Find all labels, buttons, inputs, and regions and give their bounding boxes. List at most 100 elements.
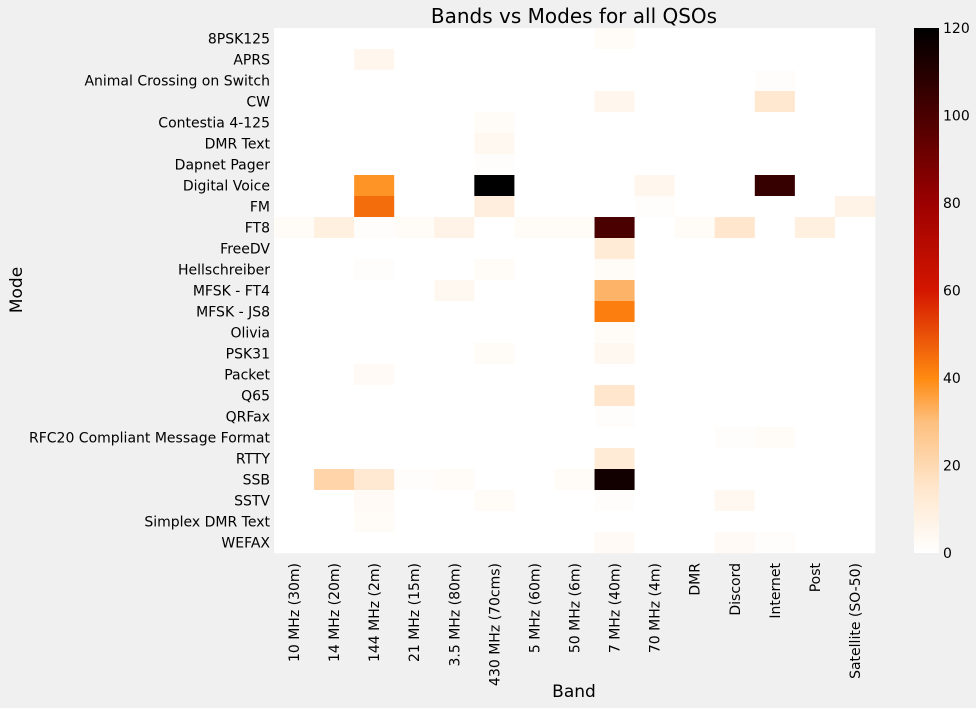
heatmap-cell — [754, 490, 796, 512]
heatmap-cell — [834, 91, 876, 113]
mode-tick-label: RTTY — [236, 452, 271, 468]
heatmap-cell — [314, 490, 355, 512]
heatmap-cell — [554, 490, 595, 512]
mode-tick-label: WEFAX — [221, 536, 270, 552]
heatmap-cell — [794, 217, 836, 239]
heatmap-cell — [794, 91, 836, 113]
heatmap-cell — [434, 49, 475, 71]
heatmap-cell — [354, 175, 395, 197]
heatmap-cell — [594, 427, 635, 449]
heatmap-cell — [354, 490, 395, 512]
heatmap-cell — [514, 70, 555, 92]
band-tick-label: Internet — [768, 562, 784, 618]
heatmap-cell — [594, 196, 635, 218]
heatmap-cell — [554, 385, 595, 407]
heatmap-cell — [274, 28, 315, 50]
heatmap-cell — [394, 175, 435, 197]
heatmap-cell — [474, 511, 515, 533]
heatmap-cell — [474, 469, 515, 491]
heatmap-cell — [834, 49, 876, 71]
heatmap-cell — [714, 448, 756, 470]
heatmap-cell — [794, 259, 836, 281]
heatmap-cell — [674, 490, 716, 512]
heatmap-cell — [714, 133, 756, 155]
heatmap-cell — [714, 511, 756, 533]
heatmap-cell — [594, 112, 635, 134]
heatmap-cell — [754, 448, 796, 470]
heatmap-cell — [594, 301, 635, 323]
mode-tick-label: MFSK - FT4 — [193, 284, 270, 300]
heatmap-cell — [274, 217, 315, 239]
heatmap-cell — [474, 364, 515, 386]
heatmap-cell — [434, 364, 475, 386]
heatmap-cell — [674, 196, 716, 218]
heatmap-cell — [754, 133, 796, 155]
heatmap-cell — [754, 70, 796, 92]
mode-tick-label: Animal Crossing on Switch — [84, 74, 270, 90]
heatmap-cell — [314, 385, 355, 407]
heatmap-cell — [314, 91, 355, 113]
heatmap-cell — [434, 280, 475, 302]
heatmap-cell — [274, 259, 315, 281]
heatmap-cell — [834, 28, 876, 50]
mode-tick-label: FreeDV — [220, 242, 270, 258]
heatmap-cell — [554, 196, 595, 218]
heatmap-cell — [674, 406, 716, 428]
heatmap-cell — [514, 469, 555, 491]
heatmap-cell — [354, 364, 395, 386]
heatmap-cell — [674, 217, 716, 239]
heatmap-cell — [514, 28, 555, 50]
heatmap-cell — [714, 364, 756, 386]
heatmap-cell — [714, 427, 756, 449]
heatmap-cell — [354, 448, 395, 470]
heatmap-cell — [314, 217, 355, 239]
colorbar-tick-label: 0 — [943, 546, 952, 562]
heatmap-cell — [634, 406, 675, 428]
heatmap-cell — [594, 49, 635, 71]
heatmap-cell — [634, 490, 675, 512]
heatmap-cell — [554, 217, 595, 239]
heatmap-cell — [514, 301, 555, 323]
heatmap-cell — [434, 511, 475, 533]
heatmap-cell — [714, 301, 756, 323]
band-tick-label: 50 MHz (6m) — [568, 563, 584, 653]
heatmap-cell — [514, 532, 555, 554]
heatmap-cell — [634, 385, 675, 407]
colorbar-tick-label: 120 — [943, 21, 970, 37]
heatmap-cell — [474, 28, 515, 50]
heatmap-cell — [274, 406, 315, 428]
heatmap-cell — [274, 448, 315, 470]
heatmap-cell — [274, 532, 315, 554]
heatmap-cell — [754, 322, 796, 344]
heatmap-cell — [634, 343, 675, 365]
heatmap-cell — [634, 217, 675, 239]
heatmap-cell — [394, 511, 435, 533]
heatmap-cell — [594, 70, 635, 92]
heatmap-cell — [714, 217, 756, 239]
heatmap-cell — [474, 280, 515, 302]
heatmap-cell — [514, 196, 555, 218]
colorbar-tick-label: 60 — [943, 284, 961, 300]
heatmap-cell — [834, 196, 876, 218]
heatmap-cell — [834, 154, 876, 176]
heatmap-cell — [674, 448, 716, 470]
heatmap-cell — [834, 427, 876, 449]
heatmap-cell — [834, 259, 876, 281]
mode-tick-label: Simplex DMR Text — [144, 515, 270, 531]
heatmap-cell — [514, 154, 555, 176]
heatmap-cell — [594, 448, 635, 470]
heatmap-cell — [474, 91, 515, 113]
heatmap-cell — [554, 175, 595, 197]
heatmap-cell — [514, 280, 555, 302]
heatmap-cell — [594, 385, 635, 407]
heatmap-cell — [594, 490, 635, 512]
heatmap-cell — [434, 469, 475, 491]
heatmap-cell — [274, 112, 315, 134]
heatmap-cell — [314, 406, 355, 428]
heatmap-cell — [474, 385, 515, 407]
heatmap-cell — [834, 406, 876, 428]
heatmap-cell — [354, 154, 395, 176]
heatmap-cell — [714, 280, 756, 302]
heatmap-cell — [434, 238, 475, 260]
heatmap-cell — [834, 322, 876, 344]
